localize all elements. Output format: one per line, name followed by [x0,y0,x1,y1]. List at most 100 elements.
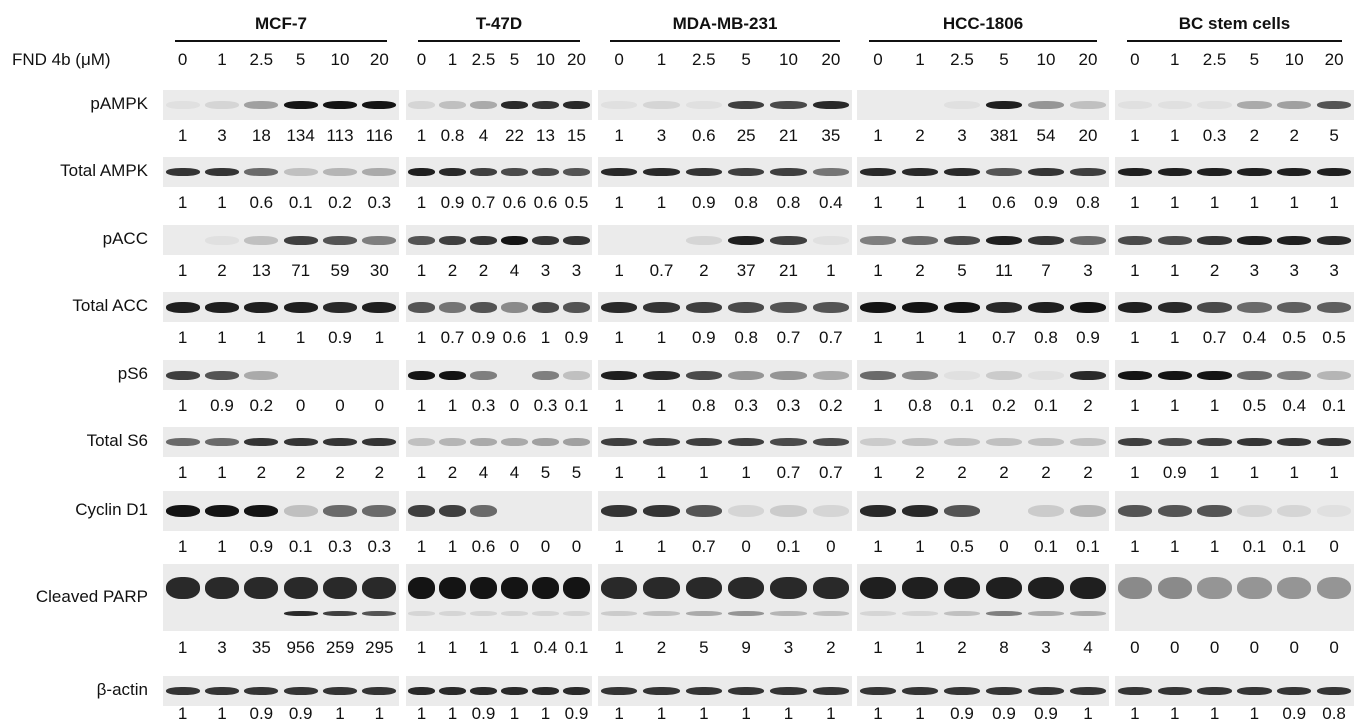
quantification-value: 3 [571,261,582,280]
quantification-value: 0.3 [367,193,392,212]
blot-band [1157,301,1192,313]
blot-band [901,438,939,446]
quantification-value: 1 [915,328,925,347]
blot-panel [406,676,592,706]
quantification-value: 5 [1329,126,1339,145]
blot-band [943,168,981,176]
blot-band [643,505,680,517]
blot-band [1277,370,1312,380]
blot-band [859,168,897,176]
blot-band [1197,101,1232,109]
blot-band [165,505,200,517]
blot-band [1069,576,1107,599]
blot-panel [857,157,1109,187]
quantification-value: 1 [1249,193,1260,212]
concentration-value: 0 [1130,50,1140,69]
cleaved-fragment-band [859,611,897,616]
blot-band [1069,505,1107,517]
quantification-value: 0.5 [1242,396,1267,415]
quantification-value: 1 [416,261,427,280]
quantification-value: 1 [915,193,925,212]
blot-panel [1115,491,1354,531]
quantification-value: 1 [873,193,883,212]
quantification-value: 2 [217,261,227,280]
quantification-value: 1 [416,537,427,556]
blot-band [532,576,559,599]
blot-band [1316,101,1352,109]
blot-band [1316,370,1352,380]
quantification-value: 0.9 [1076,328,1100,347]
quantification-value: 1 [614,126,624,145]
blot-band [943,235,981,245]
quantification-value: 54 [1036,126,1056,145]
quantification-value: 0.3 [367,537,392,556]
quantification-value: 1 [1209,193,1220,212]
quantification-value: 0.9 [564,704,589,723]
blot-band [1117,168,1153,176]
quantification-value: 1 [741,463,751,482]
blot-band [205,235,239,245]
blot-band [439,168,466,176]
blot-band [323,101,357,109]
blot-band [408,101,435,109]
cleaved-fragment-band [1317,611,1351,616]
protein-label: pS6 [117,364,148,383]
blot-band [1069,438,1107,446]
blot-band [770,438,807,446]
quantification-value: 0 [1329,638,1339,657]
concentration-value: 5 [295,50,306,69]
blot-band [985,438,1023,446]
quantification-value: 1 [915,638,925,657]
blot-band [643,687,680,695]
blot-band [501,101,528,109]
blot-band [1197,505,1232,517]
blot-band [1197,370,1232,380]
quantification-value: 1 [177,328,188,347]
blot-band [859,301,897,313]
protein-label: Cyclin D1 [75,500,148,519]
blot-band [470,505,497,517]
blot-band [902,101,938,109]
blot-band [770,505,807,517]
quantification-value: 0.9 [692,328,716,347]
quantification-value: 0.8 [734,328,758,347]
cell-line-header: BC stem cells [1178,14,1291,33]
blot-band [643,301,680,313]
blot-band [859,438,897,446]
quantification-value: 1 [1209,704,1220,723]
blot-band [244,576,279,599]
quantification-value: 2 [374,463,385,482]
quantification-value: 3 [1041,638,1051,657]
quantification-value: 4 [509,463,520,482]
quantification-value: 1 [783,704,794,723]
blot-band [283,438,318,446]
blot-band [1316,505,1352,517]
quantification-value: 0.5 [1322,328,1346,347]
blot-panel [163,90,399,120]
quantification-value: 0.9 [210,396,234,415]
concentration-value: 10 [536,50,555,69]
quantification-value: 0 [1130,638,1140,657]
cleaved-fragment-band [600,611,638,616]
blot-band [685,576,723,599]
cleaved-fragment-band [205,611,239,616]
concentration-value: 20 [567,50,586,69]
quantification-value: 0.4 [533,638,558,657]
concentration-axis-label: FND 4b (μM) [12,50,111,69]
blot-panel [406,225,592,255]
blot-band [501,235,528,245]
blot-band [1277,687,1312,695]
quantification-value: 956 [286,638,315,657]
quantification-value: 1 [416,463,427,482]
cleaved-fragment-band [1197,611,1231,616]
blot-band [1117,301,1153,313]
quantification-value: 2 [1249,126,1260,145]
concentration-value: 0 [614,50,624,69]
blot-band [205,438,239,446]
blot-band [166,236,200,245]
blot-panel [406,157,592,187]
quantification-value: 0.9 [564,328,589,347]
quantification-value: 1 [614,193,624,212]
blot-band [1277,505,1312,517]
